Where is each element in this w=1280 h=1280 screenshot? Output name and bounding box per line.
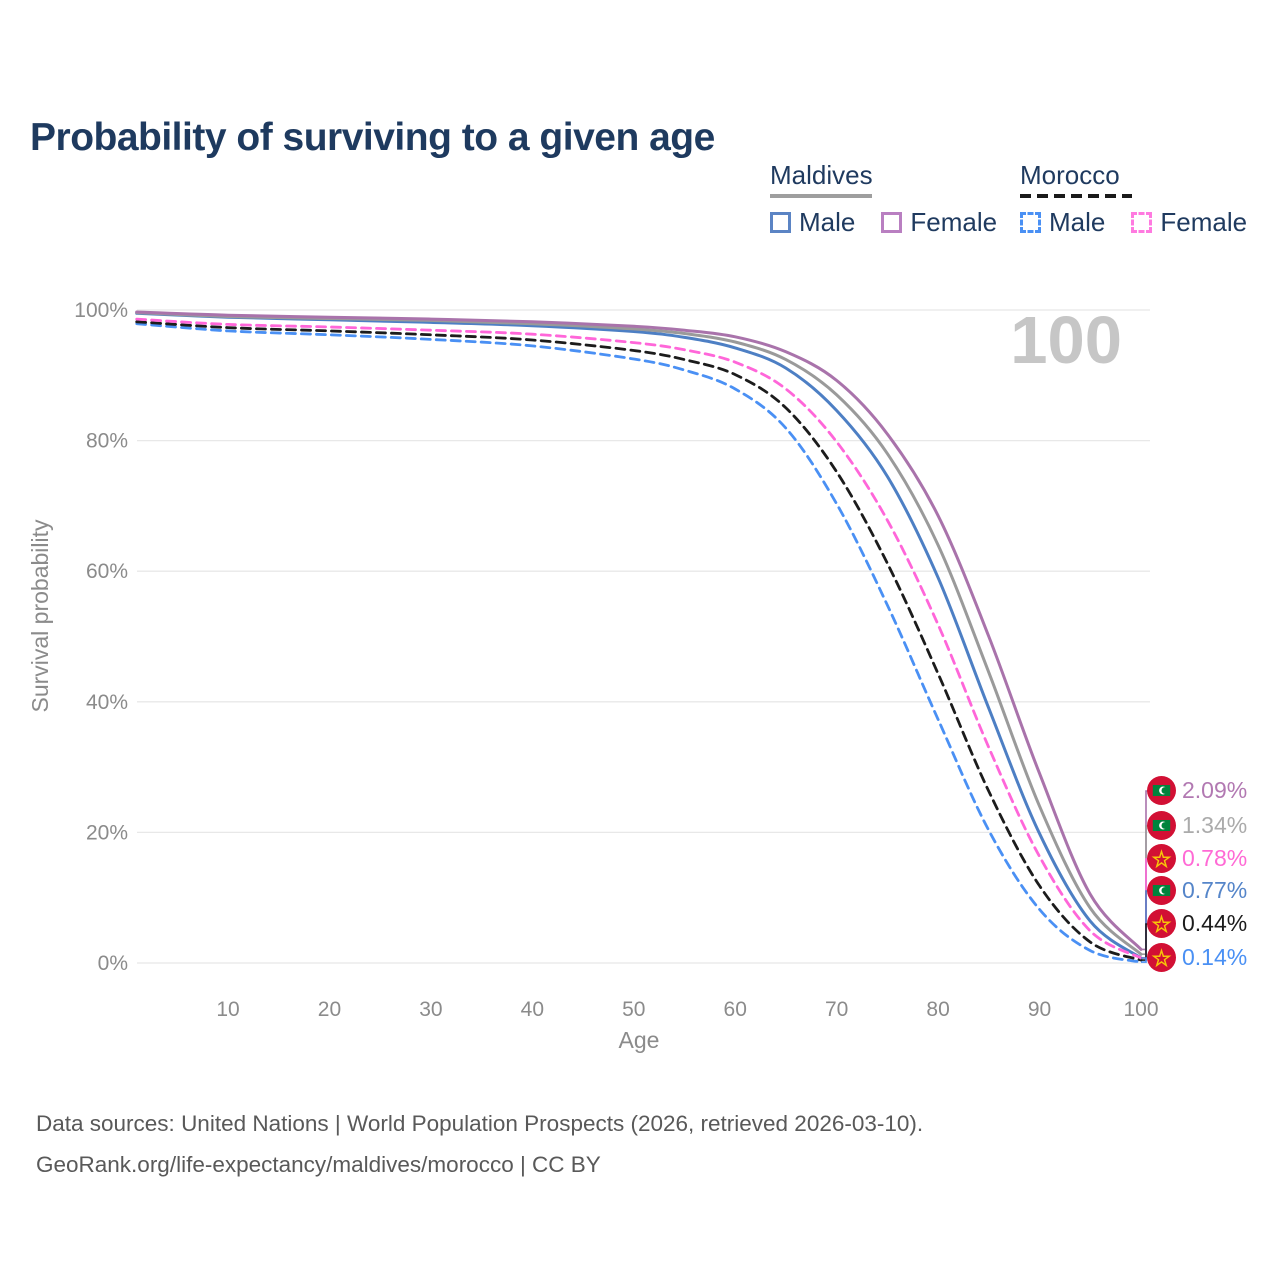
legend-item-morocco-female[interactable]: Female [1131,207,1247,238]
footer-attribution: Data sources: United Nations | World Pop… [36,1104,923,1185]
legend-item-label: Female [1160,207,1248,237]
x-tick-label: 60 [724,998,747,1021]
morocco-flag-icon [1147,943,1176,972]
morocco-flag-icon [1147,909,1176,938]
end-label-value: 0.44% [1182,910,1248,936]
hovered-age-watermark: 100 [1010,303,1122,378]
end-label-value: 2.09% [1182,777,1248,803]
end-label-row-morocco-male: 0.14% [1147,943,1247,972]
x-tick-label: 100 [1123,998,1158,1021]
legend-item-maldives-female[interactable]: Female [881,207,997,238]
maldives-female-swatch-icon[interactable] [881,212,903,233]
legend-underline-maldives-solid [770,194,872,198]
end-label-row-morocco-female: 0.78% [1147,844,1247,873]
legend-underline-morocco-dashed [1020,194,1132,198]
x-tick-label: 20 [318,998,341,1021]
legend-group-morocco: Morocco Male Female [1020,160,1247,238]
end-label-value: 1.34% [1182,812,1248,838]
legend-title-morocco: Morocco [1020,160,1120,190]
page-title: Probability of surviving to a given age [30,116,715,160]
end-label-row-morocco-both-sexes: 0.44% [1147,909,1247,938]
maldives-male-swatch-icon[interactable] [770,212,791,233]
footer-url-license: GeoRank.org/life-expectancy/maldives/mor… [36,1151,601,1177]
x-tick-label: 80 [926,998,949,1021]
y-tick-label: 100% [74,299,128,322]
end-label-row-maldives-male: 0.77% [1147,876,1247,905]
y-tick-label: 60% [86,560,128,583]
x-tick-label: 30 [419,998,442,1021]
morocco-male-swatch-icon[interactable] [1020,212,1041,233]
end-label-value: 0.78% [1182,845,1248,871]
legend-item-label: Male [799,207,856,237]
morocco-flag-icon [1147,844,1176,873]
x-tick-label: 70 [825,998,848,1021]
end-label-value: 0.77% [1182,877,1248,903]
x-tick-label: 10 [216,998,239,1021]
series-line-maldives-both-sexes[interactable] [135,311,1143,956]
end-label-row-maldives-both-sexes: 1.34% [1147,811,1247,840]
x-tick-label: 50 [622,998,645,1021]
y-tick-label: 40% [86,691,128,714]
legend-item-label: Male [1049,207,1106,237]
x-tick-label: 40 [521,998,544,1021]
legend-group-maldives: Maldives Male Female [770,160,997,238]
end-label-value: 0.14% [1182,944,1248,970]
y-tick-label: 0% [98,952,128,975]
series-line-morocco-female[interactable] [135,317,1143,960]
series-line-morocco-both-sexes[interactable] [135,320,1143,962]
legend-item-label: Female [910,207,998,237]
morocco-female-swatch-icon[interactable] [1131,212,1153,233]
series-line-maldives-male[interactable] [135,311,1143,960]
y-axis-title: Survival probability [27,519,53,713]
end-label-row-maldives-female: 2.09% [1147,776,1247,805]
maldives-flag-icon [1147,876,1176,905]
x-axis-title: Age [619,1027,660,1053]
footer-data-sources: Data sources: United Nations | World Pop… [36,1111,924,1136]
series-line-maldives-female[interactable] [135,310,1143,951]
maldives-flag-icon [1147,776,1176,805]
x-tick-label: 90 [1028,998,1051,1021]
legend-title-maldives: Maldives [770,160,873,190]
series-line-morocco-male[interactable] [135,322,1143,964]
legend-item-maldives-male[interactable]: Male [770,207,855,238]
y-tick-label: 80% [86,430,128,453]
legend-item-morocco-male[interactable]: Male [1020,207,1105,238]
y-tick-label: 20% [86,821,128,844]
maldives-flag-icon [1147,811,1176,840]
